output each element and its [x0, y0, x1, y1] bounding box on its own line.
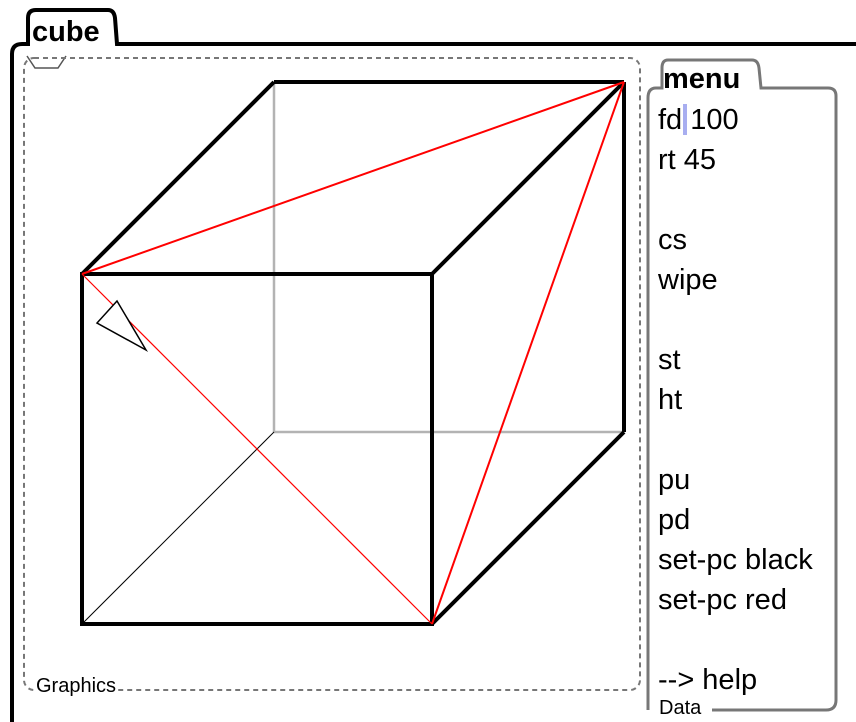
- cube-drawing: [80, 80, 626, 626]
- red-diagonal-right: [431, 81, 625, 625]
- menu-blank-line: [658, 300, 813, 340]
- graphics-box-border: [23, 57, 641, 691]
- menu-item-fd[interactable]: fd 100: [658, 104, 739, 136]
- front-face: [80, 272, 434, 626]
- menu-item-set-pc-black[interactable]: set-pc black: [658, 544, 813, 576]
- menu-item-pd[interactable]: pd: [658, 504, 691, 536]
- menu-blank-line: [658, 620, 813, 660]
- edge-top-left: [80, 80, 276, 276]
- edge-bottom-right: [430, 430, 626, 626]
- menu-item-help[interactable]: --> help: [658, 664, 758, 696]
- menu-blank-line: [658, 420, 813, 460]
- menu-item-set-pc-red[interactable]: set-pc red: [658, 584, 787, 616]
- hidden-edge-diagonal: [81, 431, 275, 625]
- window-title[interactable]: cube: [32, 16, 100, 48]
- red-diagonal-front: [81, 273, 433, 625]
- menu-list: fd 100 rt 45 cs wipe st ht pu pd set-pc …: [658, 100, 813, 700]
- text-cursor: [683, 104, 687, 135]
- menu-item-pu[interactable]: pu: [658, 464, 691, 496]
- menu-blank-line: [658, 180, 813, 220]
- data-box-border: [646, 58, 838, 712]
- red-diagonal-top: [81, 81, 625, 275]
- menu-item-wipe[interactable]: wipe: [658, 264, 718, 296]
- data-label: Data: [657, 697, 704, 720]
- menu-title[interactable]: menu: [663, 63, 741, 95]
- graphics-label: Graphics: [34, 675, 119, 698]
- menu-item-ht[interactable]: ht: [658, 384, 683, 416]
- cube-window-border: [10, 8, 856, 722]
- menu-item-cs[interactable]: cs: [658, 224, 687, 256]
- menu-item-rt[interactable]: rt 45: [658, 144, 717, 176]
- menu-item-st[interactable]: st: [658, 344, 681, 376]
- turtle-icon[interactable]: [95, 299, 149, 352]
- edge-top-right: [430, 80, 626, 276]
